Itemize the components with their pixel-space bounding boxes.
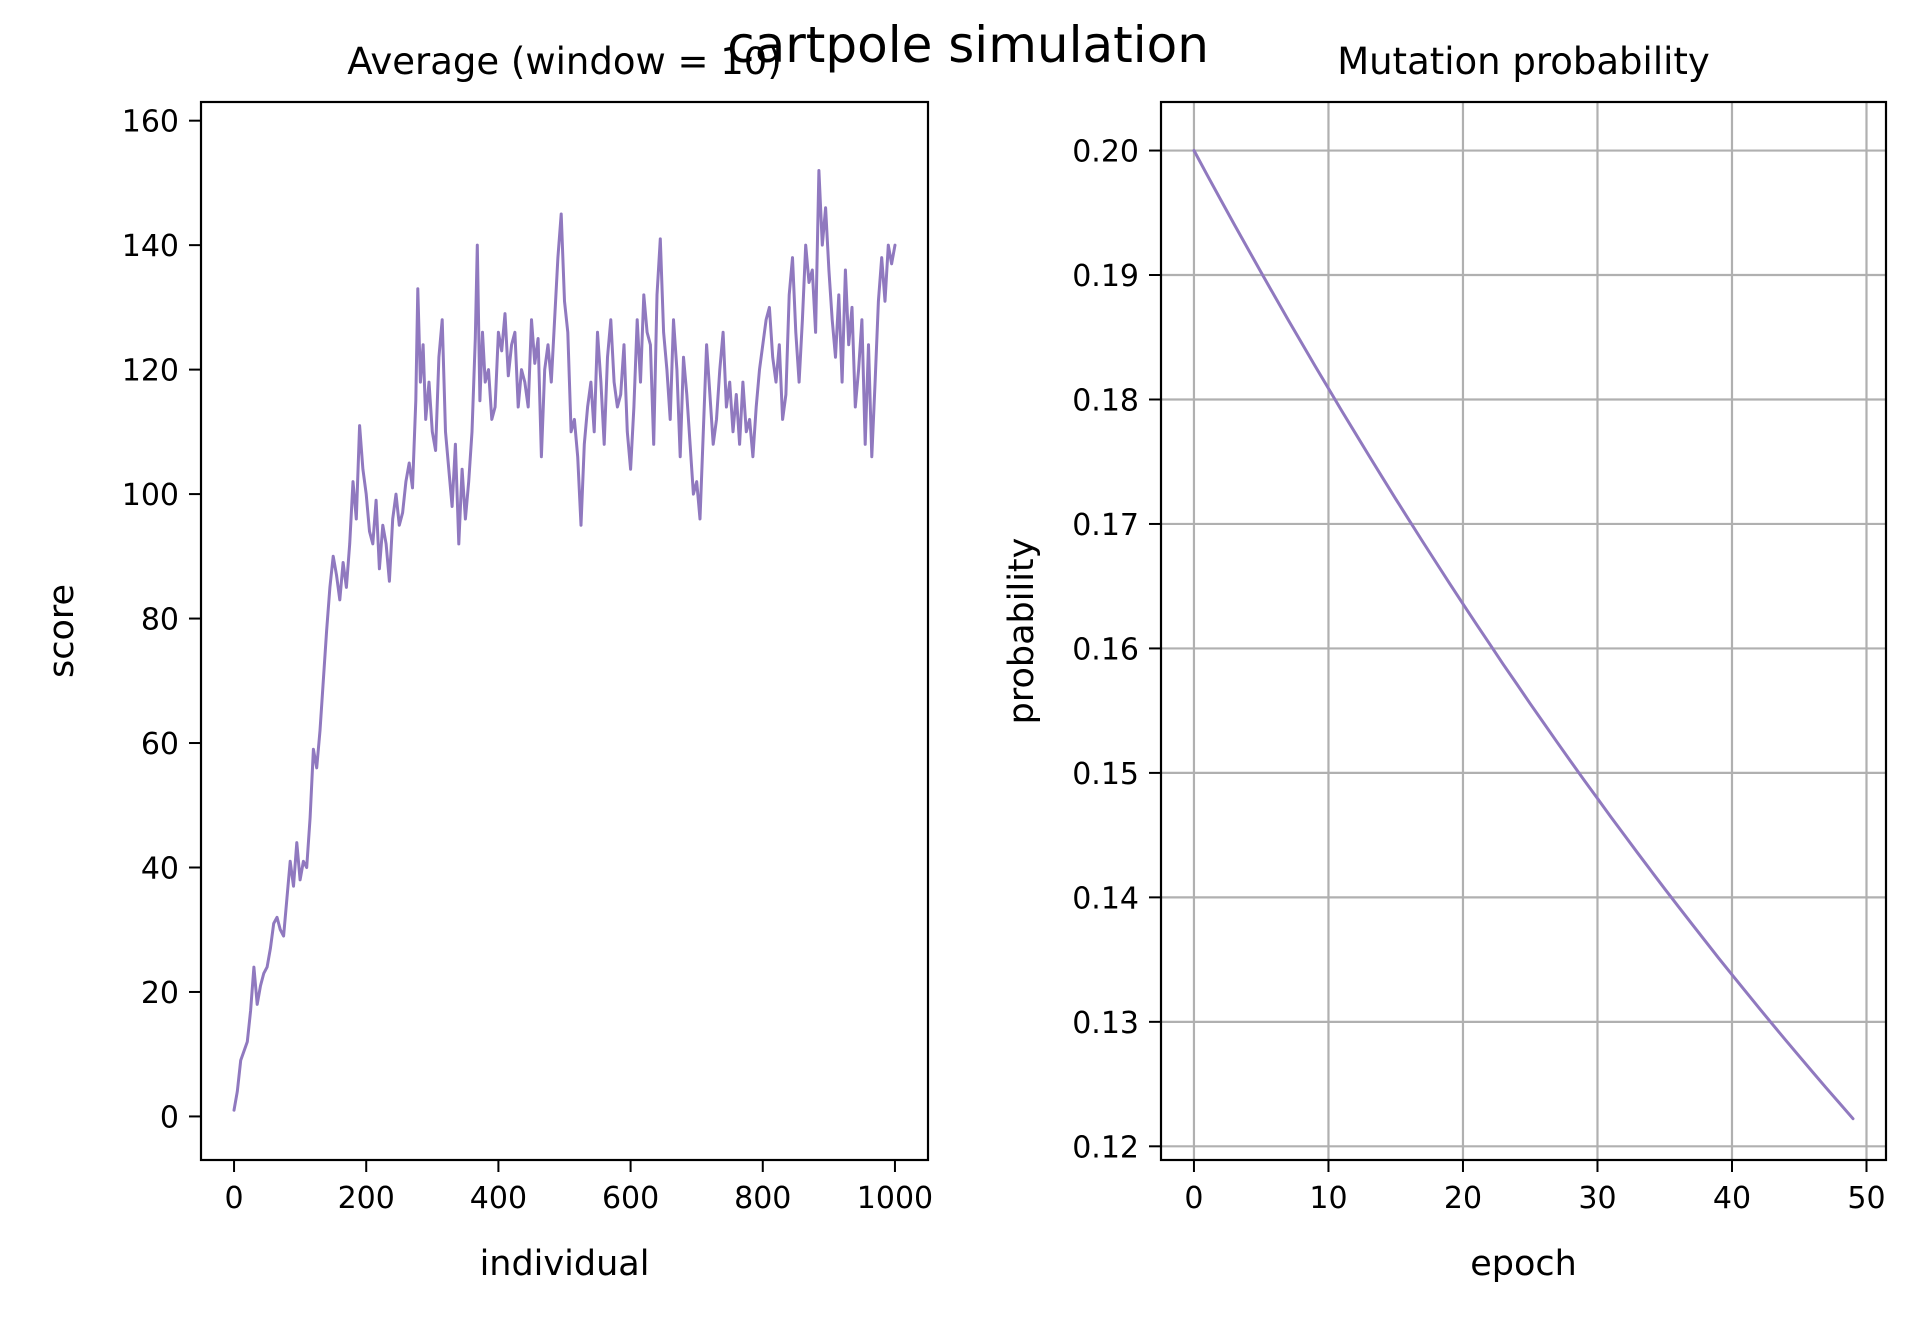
y-tick-label: 100: [122, 478, 179, 513]
x-tick-label: 30: [1578, 1181, 1616, 1216]
probability-series-line: [1192, 149, 1855, 1121]
x-tick-label: 0: [1184, 1181, 1203, 1216]
x-tick-label: 600: [602, 1181, 659, 1216]
score-axes-frame: [199, 100, 930, 1162]
x-tick-label: 200: [338, 1181, 395, 1216]
y-tick-label: 0.17: [1072, 508, 1139, 543]
score-chart-panel: 0 200 400 600 800 1000 0 20 40 60 80 100 120 140 160 Av…: [42, 40, 933, 1284]
y-tick-label: 0.20: [1072, 135, 1139, 170]
y-tick-label: 20: [141, 976, 179, 1011]
score-series-line: [232, 169, 897, 1112]
y-tick-label: 0.13: [1072, 1006, 1139, 1041]
score-chart-title: Average (window = 10): [347, 40, 782, 83]
x-tick-label: 50: [1847, 1181, 1885, 1216]
y-tick-label: 40: [141, 851, 179, 886]
y-tick-label: 0.12: [1072, 1130, 1139, 1165]
y-tick-label: 120: [122, 354, 179, 389]
y-tick-label: 160: [122, 105, 179, 140]
score-x-axis-label: individual: [480, 1244, 650, 1284]
y-tick-label: 0.14: [1072, 881, 1139, 916]
figure-suptitle: cartpole simulation: [727, 16, 1209, 74]
y-tick-label: 0: [160, 1100, 179, 1135]
y-tick-label: 60: [141, 727, 179, 762]
y-tick-label: 0.19: [1072, 259, 1139, 294]
x-tick-label: 40: [1713, 1181, 1751, 1216]
x-tick-label: 10: [1309, 1181, 1347, 1216]
y-tick-label: 0.18: [1072, 383, 1139, 418]
x-tick-label: 1000: [857, 1181, 933, 1216]
probability-chart-title: Mutation probability: [1337, 40, 1710, 83]
x-tick-label: 0: [224, 1181, 243, 1216]
x-tick-label: 400: [470, 1181, 527, 1216]
y-tick-label: 140: [122, 229, 179, 264]
probability-chart-panel: 0 10 20 30 40 50 0.12 0.13 0.14 0.15 0.16 0.17 0.18 0…: [1002, 40, 1888, 1284]
probability-axes-frame: [1159, 100, 1888, 1162]
probability-x-axis-label: epoch: [1470, 1244, 1577, 1284]
x-tick-label: 800: [734, 1181, 791, 1216]
y-tick-label: 0.16: [1072, 632, 1139, 667]
score-y-axis-label: score: [42, 584, 82, 678]
y-tick-label: 80: [141, 603, 179, 638]
x-tick-label: 20: [1444, 1181, 1482, 1216]
probability-y-axis-label: probability: [1002, 538, 1042, 725]
y-tick-label: 0.15: [1072, 757, 1139, 792]
